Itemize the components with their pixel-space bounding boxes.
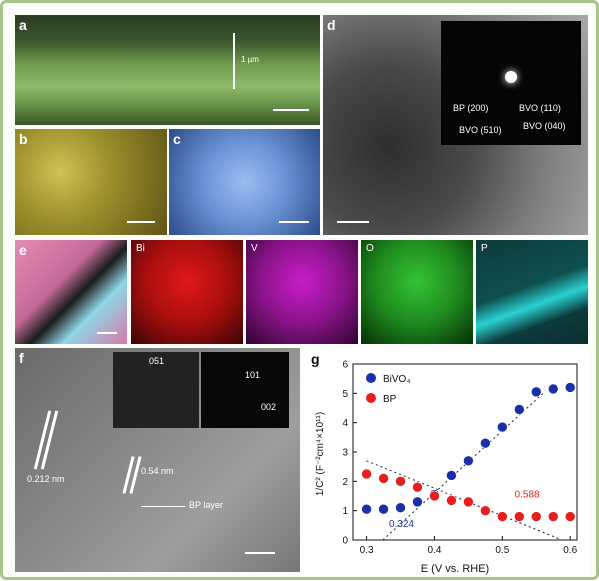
y-tick-label-3: 3 — [342, 448, 348, 459]
eds-map-v: V — [246, 240, 358, 344]
series-0-point-8 — [497, 421, 508, 433]
panel-label-g: g — [311, 351, 320, 367]
fft-label-051: 051 — [149, 356, 165, 366]
series-0-point-11 — [547, 383, 559, 395]
x-tick-label-1: 0.4 — [428, 545, 442, 556]
series-1-point-5 — [446, 495, 457, 506]
panel-label-f: f — [19, 350, 24, 366]
series-0-point-3 — [412, 496, 423, 508]
panel-b-sem-top-view: b — [15, 129, 167, 235]
scale-bar-b — [127, 221, 155, 223]
series-1-point-4 — [429, 490, 440, 502]
series-1-point-1 — [378, 473, 389, 484]
eds-label-o: O — [366, 243, 374, 254]
fit-line-0 — [382, 392, 544, 541]
eds-map-o: O — [361, 240, 473, 344]
series-1-point-10 — [530, 511, 542, 522]
d-spacing-label-1: 0.212 nm — [27, 474, 65, 484]
annotation-1: 0.588 — [515, 489, 540, 500]
y-tick-label-4: 4 — [342, 418, 348, 429]
series-1-point-6 — [463, 496, 474, 508]
y-tick-label-2: 2 — [342, 477, 348, 488]
series-1-point-11 — [547, 511, 559, 522]
y-axis-label: 1/C² (F⁻²cm⁴×10¹¹) — [315, 412, 326, 496]
saed-pattern-inset: BP (200) BVO (110) BVO (510) BVO (040) — [441, 21, 581, 145]
fft-label-002: 002 — [261, 402, 277, 412]
fft-inset-2: 101 002 — [201, 352, 289, 428]
eds-map-p: P — [476, 240, 588, 344]
y-tick-label-6: 6 — [342, 360, 348, 371]
series-1-point-8 — [497, 511, 508, 522]
saed-center-spot — [505, 71, 517, 83]
panel-label-e: e — [19, 242, 27, 258]
panel-label-d: d — [327, 17, 336, 33]
series-1-point-7 — [480, 505, 491, 516]
panel-a-sem-cross-section: a 1 µm — [15, 15, 320, 125]
y-tick-label-5: 5 — [342, 389, 348, 400]
legend-marker-0 — [366, 373, 376, 383]
bp-layer-arrow — [141, 506, 185, 507]
series-0-point-10 — [530, 386, 542, 398]
x-axis-label: E (V vs. RHE) — [421, 563, 489, 575]
series-1-point-3 — [412, 481, 423, 493]
series-0-point-12 — [564, 382, 576, 393]
saed-label-bvo-510: BVO (510) — [459, 125, 502, 135]
bp-layer-label: BP layer — [189, 500, 223, 510]
scale-bar-c — [279, 221, 309, 223]
panel-label-a: a — [19, 17, 27, 33]
mott-schottky-plot: g 0.3 0.4 0.5 0.6 0 1 2 3 4 5 6 BiVO₄ BP 0.324 0.588… — [311, 351, 578, 575]
series-0-point-5 — [446, 470, 457, 481]
fft-inset-1: 051 — [113, 352, 199, 428]
series-0-point-9 — [514, 404, 525, 415]
x-tick-label-3: 0.6 — [563, 545, 577, 556]
panel-f-hrtem-image: f 051 101 002 0.212 nm 0.54 nm BP layer — [15, 348, 300, 572]
eds-label-v: V — [251, 243, 258, 254]
saed-label-bp-200: BP (200) — [453, 103, 489, 113]
scale-bar-e — [97, 332, 117, 334]
eds-label-bi: Bi — [136, 243, 145, 254]
panel-g-mott-schottky-chart: g 0.3 0.4 0.5 0.6 0 1 2 3 4 5 6 BiVO₄ BP 0.324 0.588… — [305, 346, 590, 576]
x-tick-label-2: 0.5 — [495, 545, 509, 556]
scale-bar-f — [245, 552, 275, 554]
series-0-point-7 — [480, 437, 491, 449]
annotation-0: 0.324 — [389, 519, 414, 530]
series-0-point-0 — [361, 503, 372, 515]
scale-bar-a — [273, 109, 309, 111]
y-tick-label-0: 0 — [342, 536, 348, 547]
saed-label-bvo-040: BVO (040) — [523, 121, 566, 131]
x-tick-label-0: 0.3 — [360, 545, 374, 556]
thickness-arrow — [233, 33, 235, 89]
series-1-point-0 — [361, 468, 372, 480]
panel-label-c: c — [173, 131, 181, 147]
legend-marker-1 — [366, 393, 376, 403]
panel-d-tem-image: d BP (200) BVO (110) BVO (510) BVO (040) — [323, 15, 588, 235]
series-0-point-6 — [463, 455, 474, 467]
plot-area-border — [352, 363, 578, 541]
series-0-point-2 — [395, 502, 406, 514]
thickness-label: 1 µm — [241, 55, 259, 64]
scale-bar-d — [337, 221, 369, 223]
series-1-point-9 — [514, 511, 525, 522]
panel-label-b: b — [19, 131, 28, 147]
series-1-point-12 — [564, 511, 576, 522]
eds-map-bi: Bi — [131, 240, 243, 344]
legend-label-1: BP — [383, 394, 397, 405]
fft-label-101: 101 — [245, 370, 261, 380]
panel-c-sem-top-view: c — [169, 129, 320, 235]
series-0-point-1 — [378, 503, 389, 515]
legend-label-0: BiVO₄ — [383, 374, 410, 385]
eds-label-p: P — [481, 243, 488, 254]
y-tick-label-1: 1 — [342, 506, 348, 517]
panel-e-overlay-map: e — [15, 240, 127, 344]
series-1-point-2 — [395, 476, 406, 487]
saed-label-bvo-110: BVO (110) — [519, 103, 561, 113]
d-spacing-label-2: 0.54 nm — [141, 466, 174, 476]
